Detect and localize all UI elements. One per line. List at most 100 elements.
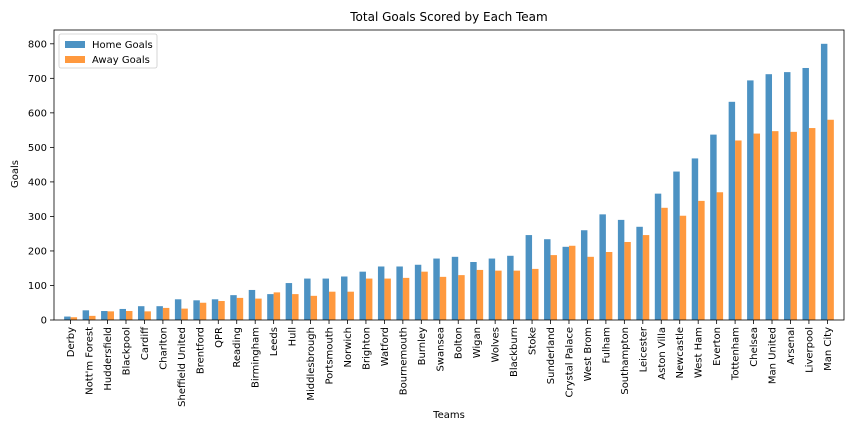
bar [365, 278, 373, 320]
x-tick-label: Cardiff [140, 326, 151, 360]
x-tick-label: Huddersfield [103, 327, 114, 391]
bar [329, 291, 336, 320]
bar [495, 270, 502, 320]
x-tick-label: Sheffield United [177, 327, 188, 407]
bar [64, 316, 71, 320]
bar [532, 268, 539, 320]
x-tick-label: Nott'm Forest [85, 327, 96, 395]
bar [89, 315, 96, 320]
legend-swatch [65, 56, 85, 63]
y-tick-label: 600 [28, 108, 47, 119]
bar [605, 251, 613, 320]
x-tick-label: Brentford [195, 327, 206, 374]
x-tick-label: Bolton [454, 327, 465, 359]
bar [218, 301, 225, 320]
bar [82, 310, 90, 320]
bar [285, 283, 293, 320]
x-tick-label: Crystal Palace [564, 327, 575, 398]
bar [125, 311, 133, 320]
bar [156, 306, 163, 320]
bar [451, 256, 459, 320]
x-tick-label: Blackpool [121, 327, 132, 375]
x-tick-label: West Ham [694, 327, 705, 378]
y-tick-label: 400 [28, 177, 47, 188]
bar [617, 219, 625, 320]
bar [470, 262, 477, 320]
x-tick-label: Man United [768, 327, 779, 384]
x-tick-label: Norwich [343, 327, 354, 368]
bar [568, 245, 576, 320]
bar [599, 214, 606, 320]
x-tick-label: Derby [66, 327, 77, 357]
x-tick-label: Arsenal [786, 327, 797, 365]
x-tick-label: Brighton [361, 327, 372, 370]
bar [255, 298, 262, 320]
x-tick-label: Burnley [417, 327, 428, 365]
bar [384, 278, 391, 320]
x-tick-label: West Brom [583, 327, 594, 381]
legend: Home Goals Away Goals [58, 33, 158, 69]
bar [507, 255, 514, 320]
x-tick-label: Reading [232, 327, 243, 368]
bar [513, 270, 521, 320]
bar [636, 226, 643, 320]
bar [735, 140, 742, 320]
x-tick-label: QPR [214, 327, 225, 348]
x-tick-label: Stoke [528, 327, 539, 355]
bar [396, 266, 403, 320]
x-tick-label: Leicester [638, 326, 649, 372]
bar [820, 43, 828, 321]
bar [181, 308, 188, 320]
bar [772, 131, 779, 320]
x-tick-label: Sunderland [546, 327, 557, 384]
y-axis-label: Goals [10, 160, 21, 188]
x-tick-label: Fulham [601, 327, 612, 364]
bar [439, 276, 447, 320]
bar [691, 158, 699, 320]
y-tick-label: 100 [28, 281, 47, 292]
x-tick-label: Wigan [472, 327, 483, 358]
legend-swatch [65, 41, 85, 48]
x-tick-label: Hull [288, 327, 299, 346]
bar [199, 302, 207, 320]
bar [654, 193, 662, 320]
x-tick-label: Bournemouth [398, 327, 409, 395]
bar [808, 128, 816, 320]
bar [322, 278, 330, 320]
bar [679, 215, 687, 320]
bar [433, 258, 440, 320]
bar [765, 74, 773, 320]
bar [402, 277, 410, 320]
y-tick-label: 0 [41, 316, 47, 327]
bar [458, 275, 465, 320]
y-tick-label: 700 [28, 74, 47, 85]
bar [101, 311, 108, 320]
bar [174, 299, 182, 320]
bar [488, 258, 496, 320]
x-tick-label: Birmingham [251, 327, 262, 388]
x-tick-label: Blackburn [509, 327, 520, 377]
x-tick-label: Newcastle [675, 327, 686, 379]
bar [827, 119, 834, 320]
bar [544, 239, 551, 320]
x-tick-label: Charlton [158, 327, 169, 370]
y-tick-label: 800 [28, 39, 47, 50]
bar [377, 266, 385, 320]
bar [525, 235, 533, 320]
bar [784, 72, 791, 321]
legend-label: Home Goals [92, 40, 153, 51]
bar [359, 271, 366, 320]
bar [414, 264, 422, 320]
bar [193, 300, 200, 320]
axes-frame [53, 29, 845, 321]
x-tick-label: Liverpool [804, 327, 815, 373]
bar [347, 291, 354, 320]
x-tick-label: Chelsea [749, 327, 760, 367]
series-away-goals [70, 119, 834, 320]
bar [728, 101, 736, 320]
bar [673, 171, 680, 320]
bar [119, 308, 126, 320]
x-tick-label: Middlesbrough [306, 327, 317, 401]
bar [267, 294, 274, 320]
